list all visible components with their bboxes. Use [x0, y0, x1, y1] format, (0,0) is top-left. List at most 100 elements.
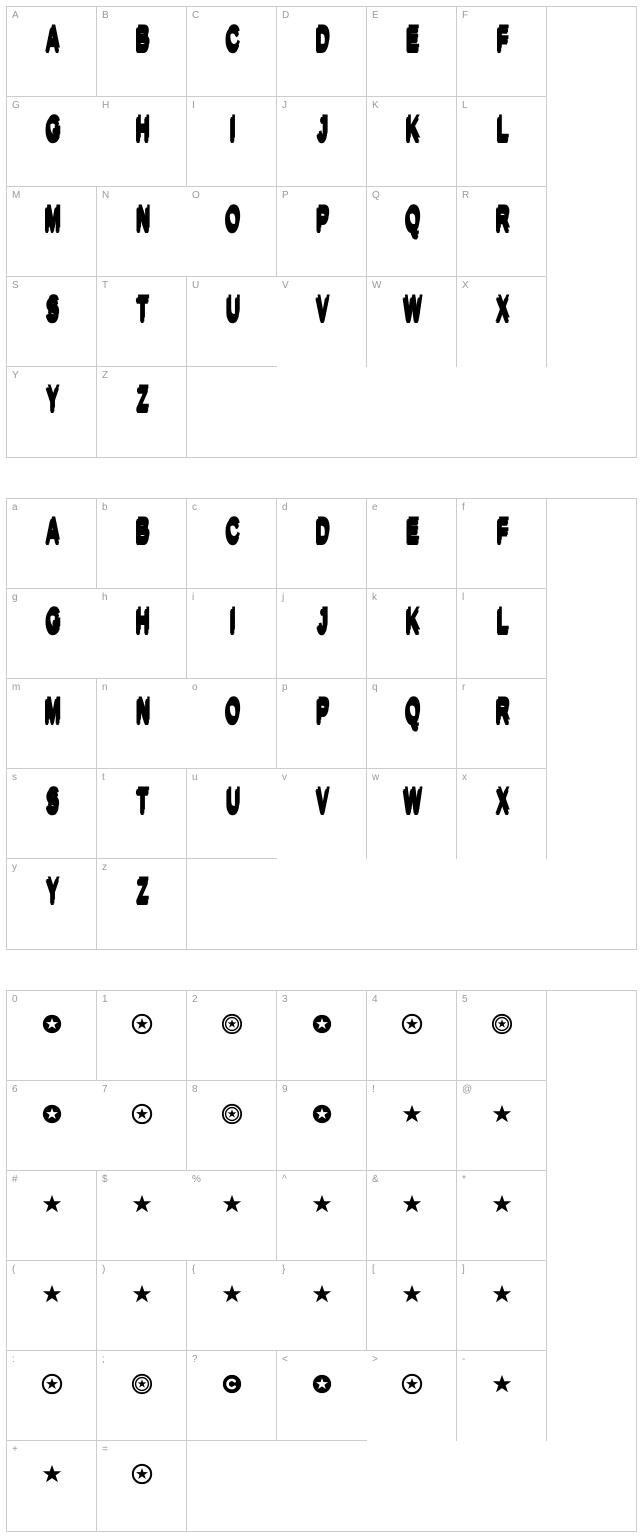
glyph-cell[interactable]: tT — [97, 769, 187, 859]
glyph-cell[interactable]: & — [367, 1171, 457, 1261]
glyph-cell[interactable]: CC — [187, 7, 277, 97]
star-circle-ring-icon — [97, 1013, 186, 1040]
glyph-cell[interactable]: RR — [457, 187, 547, 277]
glyph-cell[interactable]: fF — [457, 499, 547, 589]
glyph-cell[interactable]: jJ — [277, 589, 367, 679]
glyph-cell[interactable]: JJ — [277, 97, 367, 187]
glyph-cell[interactable]: ] — [457, 1261, 547, 1351]
glyph-cell[interactable]: 9 — [277, 1081, 367, 1171]
glyph-cell[interactable]: + — [7, 1441, 97, 1531]
glyph-preview: A — [19, 512, 83, 552]
glyph-cell[interactable]: UU — [187, 277, 277, 367]
glyph-cell[interactable]: PP — [277, 187, 367, 277]
glyph-cell[interactable]: ^ — [277, 1171, 367, 1261]
glyph-cell[interactable]: # — [7, 1171, 97, 1261]
glyph-cell[interactable]: BB — [97, 7, 187, 97]
glyph-preview: T — [109, 290, 173, 330]
glyph-label: > — [372, 1354, 378, 1365]
glyph-cell[interactable]: 7 — [97, 1081, 187, 1171]
glyph-cell[interactable]: LL — [457, 97, 547, 187]
glyph-cell[interactable]: NN — [97, 187, 187, 277]
glyph-cell[interactable]: XX — [457, 277, 547, 367]
glyph-cell[interactable]: oO — [187, 679, 277, 769]
glyph-cell[interactable]: $ — [97, 1171, 187, 1261]
star-circle-outline-icon — [7, 1013, 96, 1040]
glyph-cell[interactable]: ! — [367, 1081, 457, 1171]
glyph-cell[interactable]: iI — [187, 589, 277, 679]
glyph-cell[interactable]: SS — [7, 277, 97, 367]
glyph-cell[interactable]: ( — [7, 1261, 97, 1351]
glyph-label: H — [102, 100, 109, 111]
glyph-cell[interactable]: } — [277, 1261, 367, 1351]
glyph-cell[interactable]: @ — [457, 1081, 547, 1171]
glyph-cell[interactable]: { — [187, 1261, 277, 1351]
glyph-cell[interactable]: YY — [7, 367, 97, 457]
glyph-cell[interactable]: QQ — [367, 187, 457, 277]
glyph-cell[interactable]: VV — [277, 277, 367, 367]
glyph-cell[interactable]: KK — [367, 97, 457, 187]
glyph-cell[interactable]: < — [277, 1351, 367, 1441]
glyph-cell[interactable]: WW — [367, 277, 457, 367]
glyph-preview: C — [199, 20, 263, 60]
glyph-cell[interactable]: 4 — [367, 991, 457, 1081]
glyph-cell[interactable]: 5 — [457, 991, 547, 1081]
glyph-cell[interactable]: gG — [7, 589, 97, 679]
glyph-cell[interactable]: OO — [187, 187, 277, 277]
glyph-label: O — [192, 190, 200, 201]
glyph-cell[interactable]: bB — [97, 499, 187, 589]
glyph-cell[interactable]: cC — [187, 499, 277, 589]
glyph-preview: Z — [109, 872, 173, 912]
glyph-cell[interactable]: HH — [97, 97, 187, 187]
glyph-cell[interactable]: pP — [277, 679, 367, 769]
glyph-cell[interactable]: 2 — [187, 991, 277, 1081]
glyph-cell[interactable]: 8 — [187, 1081, 277, 1171]
glyph-cell[interactable]: eE — [367, 499, 457, 589]
glyph-cell[interactable]: rR — [457, 679, 547, 769]
glyph-cell[interactable]: nN — [97, 679, 187, 769]
glyph-cell[interactable]: GG — [7, 97, 97, 187]
glyph-cell[interactable]: MM — [7, 187, 97, 277]
glyph-cell[interactable]: ; — [97, 1351, 187, 1441]
glyph-cell[interactable]: mM — [7, 679, 97, 769]
glyph-cell[interactable]: aA — [7, 499, 97, 589]
glyph-cell[interactable]: = — [97, 1441, 187, 1531]
glyph-cell[interactable]: hH — [97, 589, 187, 679]
glyph-cell[interactable]: ) — [97, 1261, 187, 1351]
glyph-cell[interactable]: 1 — [97, 991, 187, 1081]
glyph-cell[interactable]: FF — [457, 7, 547, 97]
glyph-cell[interactable]: vV — [277, 769, 367, 859]
glyph-label: $ — [102, 1174, 108, 1185]
glyph-cell[interactable]: lL — [457, 589, 547, 679]
glyph-cell[interactable]: qQ — [367, 679, 457, 769]
glyph-cell[interactable]: ZZ — [97, 367, 187, 457]
glyph-cell[interactable]: * — [457, 1171, 547, 1261]
glyph-cell[interactable]: TT — [97, 277, 187, 367]
glyph-cell[interactable]: AA — [7, 7, 97, 97]
glyph-cell[interactable]: EE — [367, 7, 457, 97]
glyph-cell[interactable]: - — [457, 1351, 547, 1441]
glyph-cell[interactable]: kK — [367, 589, 457, 679]
glyph-cell[interactable]: xX — [457, 769, 547, 859]
glyph-label: j — [282, 592, 284, 603]
star-solid-icon — [457, 1103, 546, 1130]
glyph-label: Q — [372, 190, 380, 201]
glyph-cell[interactable]: 0 — [7, 991, 97, 1081]
glyph-label: P — [282, 190, 289, 201]
glyph-label: d — [282, 502, 288, 513]
glyph-cell[interactable]: 3 — [277, 991, 367, 1081]
glyph-cell[interactable]: dD — [277, 499, 367, 589]
glyph-cell[interactable]: uU — [187, 769, 277, 859]
glyph-cell[interactable]: sS — [7, 769, 97, 859]
glyph-cell[interactable]: : — [7, 1351, 97, 1441]
glyph-cell[interactable]: wW — [367, 769, 457, 859]
glyph-section-uppercase: AABBCCDDEEFFGGHHIIJJKKLLMMNNOOPPQQRRSSTT… — [6, 6, 637, 458]
glyph-cell[interactable]: 6 — [7, 1081, 97, 1171]
glyph-cell[interactable]: [ — [367, 1261, 457, 1351]
glyph-cell[interactable]: yY — [7, 859, 97, 949]
glyph-cell[interactable]: > — [367, 1351, 457, 1441]
glyph-cell[interactable]: II — [187, 97, 277, 187]
glyph-cell[interactable]: DD — [277, 7, 367, 97]
glyph-cell[interactable]: zZ — [97, 859, 187, 949]
glyph-cell[interactable]: ? — [187, 1351, 277, 1441]
glyph-cell[interactable]: % — [187, 1171, 277, 1261]
